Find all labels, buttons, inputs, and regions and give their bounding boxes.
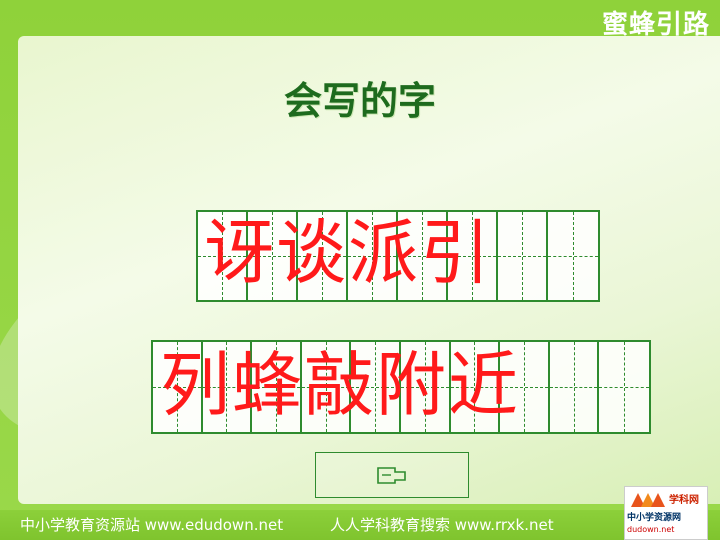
writing-grid-row-2 [151, 340, 651, 434]
characters-row-2: 列蜂敲附近 [160, 344, 520, 426]
grid-cell [153, 342, 203, 432]
site-logo[interactable]: 学科网 中小学资源网 dudown.net [624, 486, 708, 540]
grid-cell [198, 212, 248, 300]
grid-cell [348, 212, 398, 300]
grid-cell [498, 212, 548, 300]
grid-cell [401, 342, 451, 432]
logo-bottom-label: 中小学资源网 [627, 513, 682, 523]
grid-cell [202, 342, 253, 432]
grid-cell [548, 212, 598, 300]
grid-cell [398, 212, 448, 300]
footer-link-rrxk[interactable]: 人人学科教育搜索 www.rrxk.net [330, 516, 554, 534]
writing-grid-row-1 [196, 210, 600, 302]
logo-bottom-url: dudown.net [627, 525, 675, 534]
page-title: 会写的字 [283, 79, 436, 123]
grid-cell [351, 342, 402, 432]
logo-bottom: 中小学资源网 dudown.net [627, 513, 705, 537]
grid-cell [448, 212, 498, 300]
grid-cell [549, 342, 600, 432]
return-arrow-icon [377, 467, 406, 484]
xuekewang-logo-icon: 学科网 [631, 493, 699, 507]
grid-cell [252, 342, 302, 432]
grid-cell [248, 212, 298, 300]
footer-bar [0, 510, 720, 540]
grid-cell [298, 212, 348, 300]
grid-cell [450, 342, 501, 432]
return-button[interactable] [315, 452, 469, 498]
lesson-tag: 蜜蜂引路 [601, 10, 710, 40]
grid-cell [301, 342, 352, 432]
characters-row-1: 讶谈派引 [204, 212, 492, 294]
grid-cell [500, 342, 550, 432]
footer-link-edudown[interactable]: 中小学教育资源站 www.edudown.net [20, 516, 284, 534]
logo-top-label: 学科网 [669, 493, 699, 506]
grid-cell [599, 342, 649, 432]
